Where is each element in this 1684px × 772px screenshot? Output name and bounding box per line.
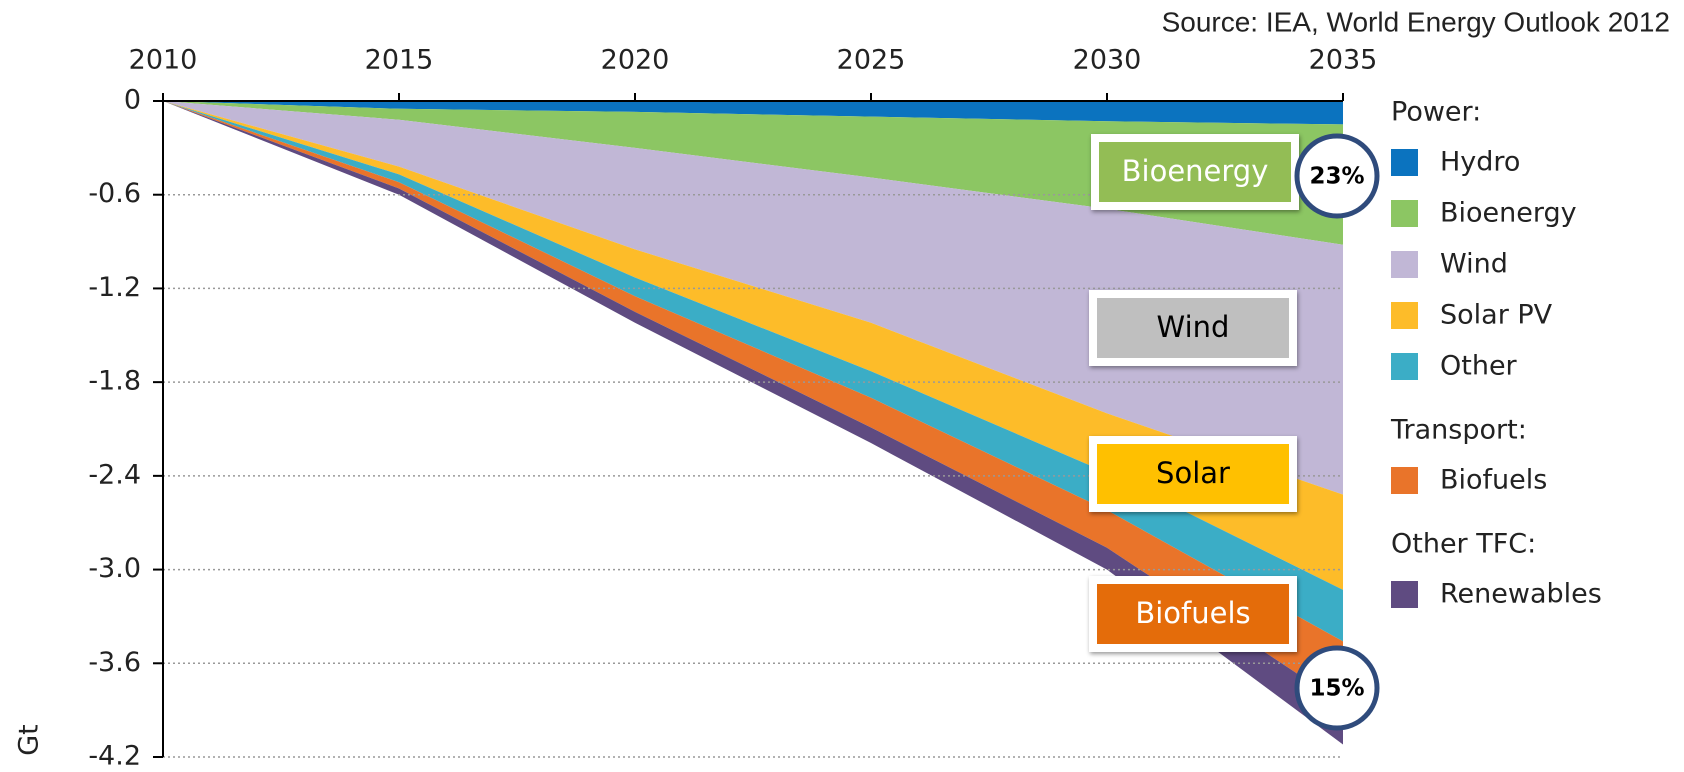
legend-swatch: [1391, 467, 1418, 494]
annotation-circle: [1294, 133, 1380, 219]
legend-group: Power:: [1391, 97, 1481, 128]
legend-label: Biofuels: [1440, 465, 1547, 496]
source: Source: IEA, World Energy Outlook 2012: [1162, 6, 1670, 37]
y-tick-label: -3.6: [88, 647, 141, 678]
annotation-label: Solar: [1156, 456, 1230, 490]
annotation-box: [1089, 290, 1297, 366]
legend-group: Other TFC:: [1391, 529, 1536, 560]
x-tick-label: 2035: [1309, 45, 1378, 76]
legend-label: Renewables: [1440, 579, 1602, 610]
legend-swatch: [1391, 200, 1418, 227]
y-tick-label: -4.2: [88, 741, 141, 772]
annotation-circle: [1294, 645, 1380, 731]
x-tick-label: 2020: [601, 45, 670, 76]
x-tick-label: 2010: [129, 45, 198, 76]
legend-swatch: [1391, 353, 1418, 380]
legend-label: Bioenergy: [1440, 198, 1577, 229]
legend-swatch: [1391, 251, 1418, 278]
y-tick-label: -0.6: [88, 178, 141, 209]
x-tick-label: 2025: [837, 45, 906, 76]
legend-label: Other: [1440, 351, 1518, 382]
annotation-box: [1089, 436, 1297, 512]
legend-swatch: [1391, 149, 1418, 176]
legend-label: Hydro: [1440, 147, 1520, 178]
annotation-label: Bioenergy: [1122, 154, 1269, 188]
area: [163, 101, 1343, 245]
annotation-label: 23%: [1309, 164, 1364, 190]
y-axis-label: Gt: [14, 724, 45, 756]
legend-group: Transport:: [1390, 415, 1527, 446]
legend-label: Solar PV: [1440, 300, 1553, 331]
area: [163, 101, 1343, 125]
annotation-label: Biofuels: [1135, 596, 1250, 630]
y-tick-label: -3.0: [88, 553, 141, 584]
legend-label: Wind: [1440, 249, 1508, 280]
legend-swatch: [1391, 581, 1418, 608]
y-tick-label: 0: [124, 85, 141, 116]
legend-swatch: [1391, 302, 1418, 329]
x-tick-label: 2030: [1073, 45, 1142, 76]
annotation-box: [1089, 576, 1297, 652]
x-tick-label: 2015: [365, 45, 434, 76]
annotation-label: Wind: [1157, 310, 1230, 344]
y-tick-label: -1.8: [88, 366, 141, 397]
annotation-label: 15%: [1309, 676, 1364, 702]
y-tick-label: -2.4: [88, 459, 141, 490]
y-tick-label: -1.2: [88, 272, 141, 303]
